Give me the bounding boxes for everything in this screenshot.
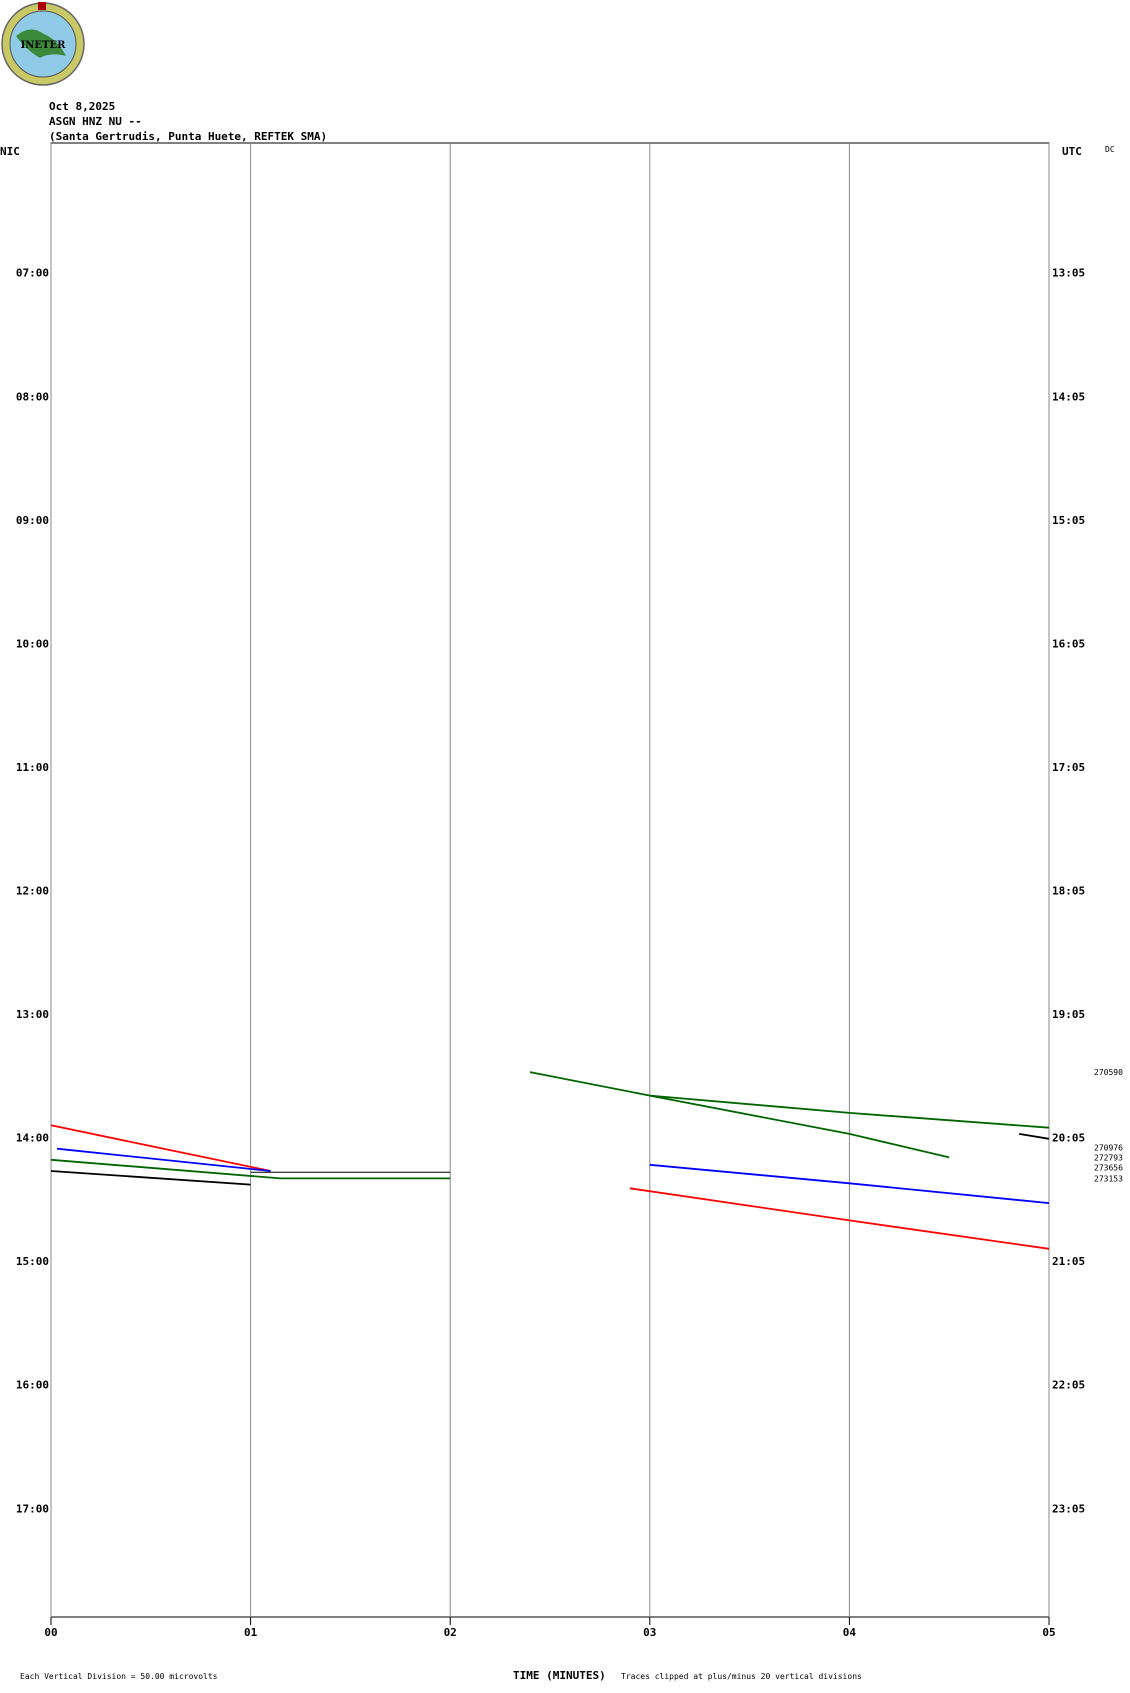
y-tick-label: 12:00: [16, 885, 49, 898]
x-tick-label: 00: [44, 1626, 57, 1639]
clip-note: Traces clipped at plus/minus 20 vertical…: [621, 1672, 862, 1681]
chart-subtitle: ASGN HNZ NU --: [49, 115, 142, 128]
x-tick-label: 02: [444, 1626, 457, 1639]
y-tick-label: 16:00: [16, 1379, 49, 1392]
y2-tick-label: 23:05: [1052, 1502, 1085, 1515]
y2-tick-label: 14:05: [1052, 390, 1085, 403]
logo: INETER: [1, 2, 85, 86]
left-axis-label: NIC: [0, 145, 20, 158]
logo-top: [38, 2, 46, 10]
y-tick-label: 17:00: [16, 1502, 49, 1515]
corner-label: DC: [1105, 145, 1115, 154]
x-tick-label: 03: [643, 1626, 656, 1639]
side-value: 270976: [1094, 1143, 1123, 1152]
x-axis-label: TIME (MINUTES): [513, 1669, 606, 1682]
y2-tick-label: 21:05: [1052, 1255, 1085, 1268]
plot-frame: [50, 142, 1050, 1618]
y2-tick-label: 22:05: [1052, 1379, 1085, 1392]
trace: [56, 1147, 271, 1172]
logo-land: [16, 29, 66, 58]
trace: [649, 1094, 950, 1159]
side-value: 273656: [1094, 1163, 1123, 1172]
y2-tick-label: 15:05: [1052, 514, 1085, 527]
trace: [50, 1158, 451, 1180]
y-tick-label: 10:00: [16, 637, 49, 650]
y-tick-label: 07:00: [16, 267, 49, 280]
right-axis-label: UTC: [1062, 145, 1082, 158]
y-tick-label: 15:00: [16, 1255, 49, 1268]
trace: [1018, 1133, 1050, 1140]
x-tick-label: 05: [1042, 1626, 1055, 1639]
y-tick-label: 14:00: [16, 1132, 49, 1145]
x-tick-label: 01: [244, 1626, 258, 1639]
y2-tick-label: 20:05: [1052, 1132, 1085, 1145]
chart-title: Oct 8,2025: [49, 100, 115, 113]
side-value: 273153: [1094, 1174, 1123, 1183]
x-tick-label: 04: [843, 1626, 857, 1639]
y2-tick-label: 16:05: [1052, 637, 1085, 650]
logo-text: INETER: [21, 40, 67, 51]
y2-tick-label: 18:05: [1052, 885, 1085, 898]
trace: [50, 1170, 251, 1186]
trace: [50, 1124, 271, 1172]
y-tick-label: 09:00: [16, 514, 49, 527]
y2-tick-label: 17:05: [1052, 761, 1085, 774]
y-tick-label: 13:00: [16, 1008, 49, 1021]
trace: [649, 1163, 1050, 1204]
y2-tick-label: 13:05: [1052, 267, 1085, 280]
side-value: 270590: [1094, 1068, 1123, 1077]
trace: [529, 1071, 1050, 1129]
station: (Santa Gertrudis, Punta Huete, REFTEK SM…: [49, 130, 327, 143]
scale-note: Each Vertical Division = 50.00 microvolt…: [20, 1672, 218, 1681]
y-tick-label: 08:00: [16, 390, 49, 403]
side-value: 272793: [1094, 1153, 1123, 1162]
trace: [629, 1187, 1050, 1250]
y2-tick-label: 19:05: [1052, 1008, 1085, 1021]
y-tick-label: 11:00: [16, 761, 49, 774]
